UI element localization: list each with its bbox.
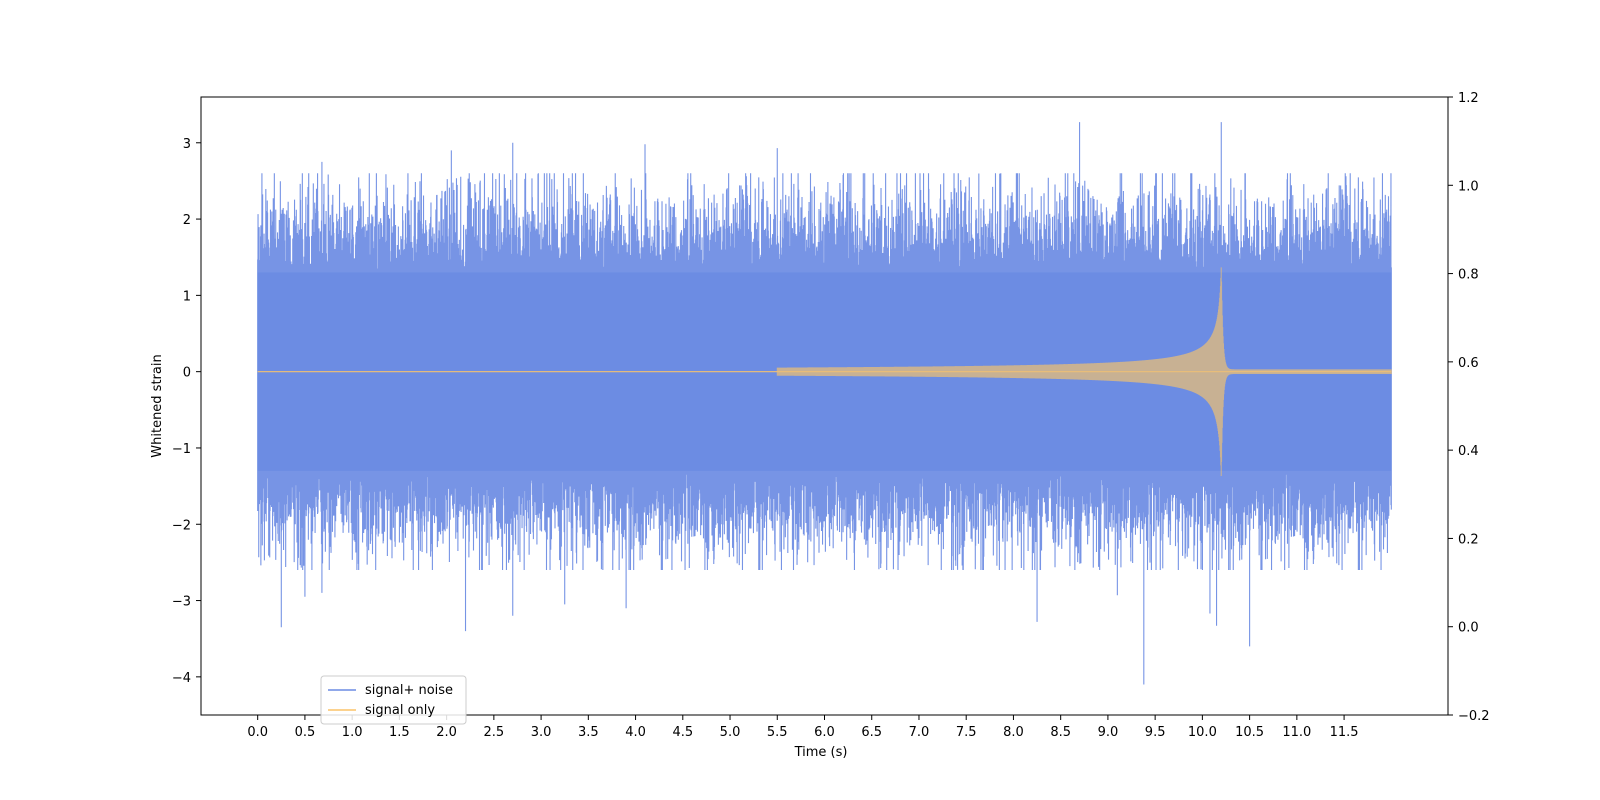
x-tick-label: 11.5 xyxy=(1330,725,1359,740)
legend-box xyxy=(320,675,467,725)
plot-area xyxy=(257,122,1392,685)
x-tick-label: 10.5 xyxy=(1235,725,1264,740)
legend: signal+ noise signal only xyxy=(320,675,467,725)
legend-label-signal-only: signal only xyxy=(365,703,435,718)
y2-tick-label: 0.4 xyxy=(1458,444,1479,459)
x-tick-label: 8.0 xyxy=(1003,725,1024,740)
x-tick-label: 7.5 xyxy=(956,725,977,740)
x-tick-label: 1.5 xyxy=(389,725,410,740)
x-tick-label: 9.0 xyxy=(1098,725,1119,740)
x-tick-label: 11.0 xyxy=(1282,725,1311,740)
x-tick-label: 8.5 xyxy=(1050,725,1071,740)
x-tick-label: 0.5 xyxy=(295,725,316,740)
y-tick-label: 2 xyxy=(183,213,191,228)
x-tick-label: 9.5 xyxy=(1145,725,1166,740)
x-tick-label: 4.5 xyxy=(672,725,693,740)
x-tick-label: 6.5 xyxy=(861,725,882,740)
y-tick-label: −3 xyxy=(172,595,191,610)
x-tick-label: 7.0 xyxy=(909,725,930,740)
y2-tick-label: 0.8 xyxy=(1458,268,1479,283)
x-tick-label: 5.5 xyxy=(767,725,788,740)
y-tick-label: 3 xyxy=(183,137,191,152)
y-tick-label: −4 xyxy=(172,671,191,686)
y-tick-label: 0 xyxy=(183,366,191,381)
x-tick-label: 5.0 xyxy=(720,725,741,740)
x-axis: 0.0 0.5 1.0 1.5 2.0 2.5 3.0 3.5 4.0 4.5 5.0 5.5 6.0 6… xyxy=(247,715,1359,740)
x-tick-label: 3.0 xyxy=(531,725,552,740)
y-tick-label: −2 xyxy=(172,518,191,533)
y2-tick-label: 0.2 xyxy=(1458,532,1479,547)
y-tick-label: 1 xyxy=(183,289,191,304)
y-axis-left: 3 2 1 0 −1 −2 −3 −4 xyxy=(172,137,201,686)
y2-tick-label: 1.0 xyxy=(1458,179,1479,194)
x-tick-label: 2.5 xyxy=(484,725,505,740)
y2-tick-label: 0.0 xyxy=(1458,621,1479,636)
x-tick-label: 10.0 xyxy=(1188,725,1217,740)
x-tick-label: 4.0 xyxy=(625,725,646,740)
x-tick-label: 1.0 xyxy=(342,725,363,740)
y-axis-label: Whitened strain xyxy=(150,354,165,457)
legend-label-signal-noise: signal+ noise xyxy=(365,683,453,698)
y-axis-right: 1.2 1.0 0.8 0.6 0.4 0.2 0.0 −0.2 xyxy=(1448,91,1490,724)
y2-tick-label: 0.6 xyxy=(1458,356,1479,371)
y-tick-label: −1 xyxy=(172,442,191,457)
x-tick-label: 0.0 xyxy=(247,725,268,740)
x-tick-label: 3.5 xyxy=(578,725,599,740)
x-axis-label: Time (s) xyxy=(794,745,848,760)
x-tick-label: 6.0 xyxy=(814,725,835,740)
y2-tick-label: 1.2 xyxy=(1458,91,1479,106)
y2-tick-label: −0.2 xyxy=(1458,709,1490,724)
x-tick-label: 2.0 xyxy=(436,725,457,740)
